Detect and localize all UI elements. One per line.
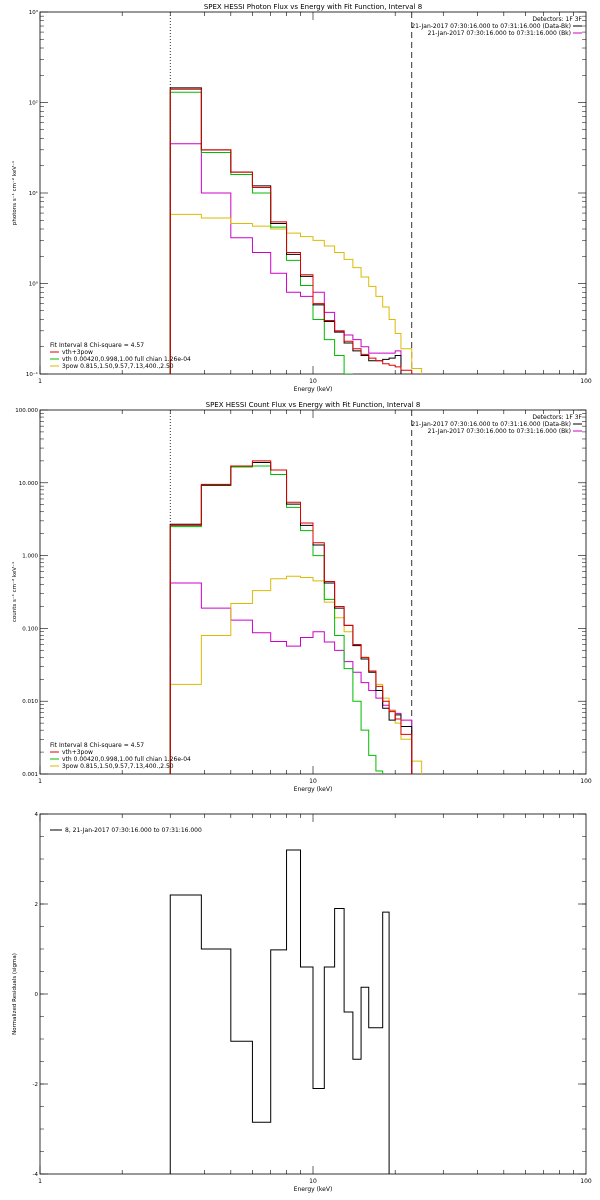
y-tick-label: -4 (33, 1172, 39, 1178)
y-axis-label: Normalized Residuals (sigma) (12, 953, 18, 1035)
series-vth (169, 465, 384, 774)
legend-item-text: vth+3pow (62, 749, 93, 756)
legend-header: Detectors: 1F 3F (532, 16, 582, 23)
chart-title: SPEX HESSI Photon Flux vs Energy with Fi… (204, 3, 422, 11)
series-data (169, 462, 413, 774)
legend-item-text: 21-Jan-2017 07:30:16.000 to 07:31:16.000… (428, 428, 571, 435)
x-tick-label: 10 (309, 778, 317, 785)
series-data (169, 87, 402, 374)
legend-header: Fit Interval 8 Chi-square = 4.57 (50, 342, 144, 349)
series-fit (169, 88, 413, 374)
legend-item-text: 21-Jan-2017 07:30:16.000 to 07:31:16.000… (411, 421, 571, 428)
legend-item-text: vth 0.00420,0.998,1.00 full chian 1.26e-… (62, 756, 191, 763)
y-tick-label: 10² (29, 100, 38, 107)
chart-title: SPEX HESSI Count Flux vs Energy with Fit… (206, 401, 421, 409)
y-tick-label: 0.010 (22, 699, 38, 705)
series-resid (169, 849, 390, 1174)
legend-item-text: 8, 21-Jan-2017 07:30:16.000 to 07:31:16.… (65, 827, 202, 834)
chart-count: SPEX HESSI Count Flux vs Energy with Fit… (11, 401, 592, 793)
y-tick-label: 10¹ (29, 190, 38, 197)
y-tick-label: 0.001 (22, 772, 38, 778)
y-tick-label: 2 (35, 902, 39, 908)
y-tick-label: 10⁻¹ (26, 371, 38, 378)
x-axis-label: Energy (keV) (294, 386, 333, 393)
series-pow (169, 575, 423, 774)
y-tick-label: 10⁰ (29, 281, 39, 288)
chart-photon: SPEX HESSI Photon Flux vs Energy with Fi… (11, 3, 592, 393)
y-tick-label: 100.000 (15, 408, 38, 414)
legend-header: Fit Interval 8 Chi-square = 4.57 (50, 742, 144, 749)
x-tick-label: 10 (309, 1178, 317, 1185)
series-pow (169, 213, 423, 374)
series-vth (169, 91, 353, 374)
x-axis-label: Energy (keV) (294, 786, 333, 793)
legend-item-text: 3pow 0.815,1.50,9.57,7.13,400.,2.50 (62, 363, 174, 370)
series-group (169, 460, 423, 774)
legend-item-text: 21-Jan-2017 07:30:16.000 to 07:31:16.000… (411, 23, 571, 30)
x-axis-label: Energy (keV) (294, 1186, 333, 1193)
x-tick-label: 1 (38, 1178, 42, 1185)
chart-resid: 1 10 100 Energy (keV) -4 -2 0 2 4 Normalized Resi… (12, 812, 592, 1193)
series-fit (169, 460, 413, 774)
plot-frame (39, 409, 587, 775)
x-tick-label: 100 (580, 378, 592, 385)
y-tick-label: 10³ (29, 9, 38, 16)
x-tick-label: 100 (580, 1178, 592, 1185)
series-group (169, 849, 390, 1174)
y-axis-label: counts s⁻¹ cm⁻² keV⁻¹ (11, 562, 18, 622)
legend-item-text: vth+3pow (62, 349, 93, 356)
y-tick-label: -2 (33, 1082, 38, 1088)
legend-item-text: 21-Jan-2017 07:30:16.000 to 07:31:16.000… (428, 30, 571, 37)
y-axis-label: photons s⁻¹ cm⁻² keV⁻¹ (11, 161, 18, 225)
series-group (169, 87, 423, 374)
y-tick-label: 0 (35, 992, 39, 998)
y-tick-label: 0.100 (22, 626, 38, 632)
legend-item-text: vth 0.00420,0.998,1.00 full chian 1.26e-… (62, 356, 191, 363)
x-tick-label: 100 (580, 778, 592, 785)
x-tick-label: 1 (38, 378, 42, 385)
x-tick-label: 1 (38, 778, 42, 785)
y-tick-label: 1.000 (22, 554, 38, 560)
series-bk (169, 143, 402, 374)
y-tick-label: 10.000 (19, 481, 39, 487)
legend-item-text: 3pow 0.815,1.50,9.57,7.13,400.,2.50 (62, 763, 174, 770)
y-tick-label: 4 (35, 812, 39, 818)
legend-header: Detectors: 1F 3F (532, 414, 582, 421)
x-tick-label: 10 (309, 378, 317, 385)
